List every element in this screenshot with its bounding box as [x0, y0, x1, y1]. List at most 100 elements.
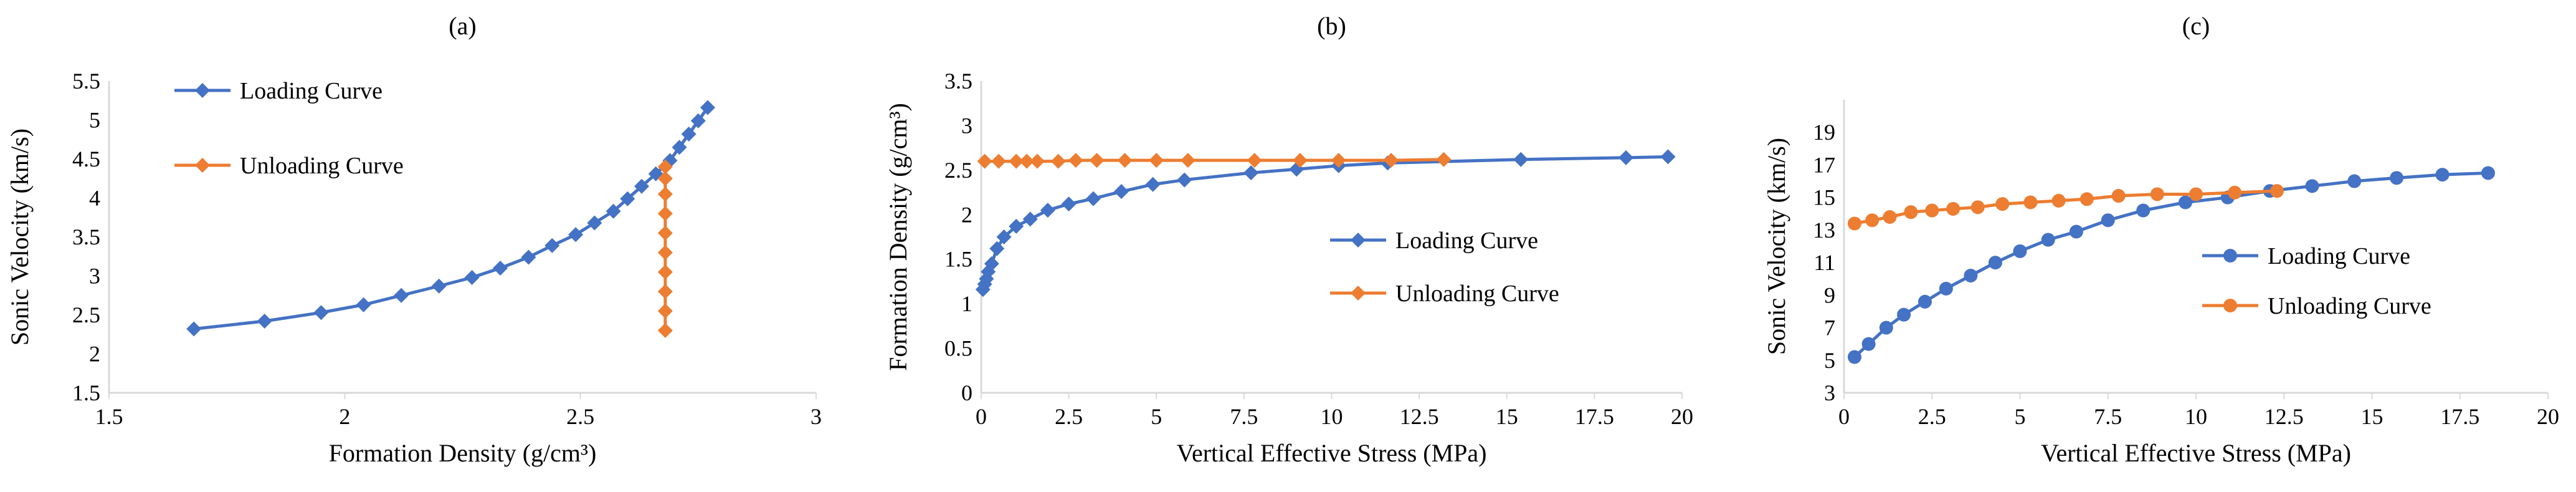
- data-point: [1865, 213, 1880, 228]
- data-point: [657, 323, 673, 338]
- data-point: [2013, 244, 2027, 258]
- legend: Loading Curve Unloading Curve: [174, 78, 404, 179]
- data-point: [1089, 153, 1105, 168]
- x-tick-label: 2: [339, 404, 350, 429]
- chart-title: (b): [1317, 12, 1346, 40]
- legend-marker: [2223, 299, 2237, 312]
- data-point: [1879, 321, 1893, 335]
- y-tick-label: 1.5: [72, 380, 100, 405]
- legend-marker: [2223, 249, 2237, 263]
- data-point: [2150, 187, 2164, 201]
- data-point: [257, 314, 272, 329]
- data-point: [2228, 185, 2242, 200]
- y-tick-label: 9: [1824, 282, 1835, 307]
- data-point: [1019, 153, 1035, 169]
- data-point: [1149, 153, 1164, 168]
- data-point: [1292, 153, 1308, 168]
- legend-label: Unloading Curve: [2268, 293, 2431, 319]
- x-tick-label: 10: [1321, 404, 1343, 429]
- data-point: [1180, 153, 1195, 168]
- data-point: [606, 203, 621, 219]
- data-point: [1970, 200, 1985, 215]
- data-point: [1247, 153, 1262, 168]
- y-tick-label: 5: [89, 108, 100, 133]
- x-tick-label: 15: [2361, 404, 2384, 429]
- data-point: [989, 241, 1005, 256]
- data-point: [1946, 201, 1961, 216]
- data-point: [2101, 213, 2115, 228]
- data-point: [2079, 192, 2094, 206]
- data-point: [1904, 205, 1918, 219]
- data-point: [1040, 203, 1055, 218]
- data-point: [2347, 174, 2362, 188]
- y-tick-label: 3: [1824, 380, 1835, 405]
- data-point: [700, 100, 715, 115]
- x-tick-label: 0: [976, 404, 987, 429]
- y-tick-label: 3: [961, 113, 972, 138]
- legend-label: Loading Curve: [2268, 243, 2410, 269]
- series-unloading: [977, 152, 1452, 169]
- data-point: [568, 227, 584, 243]
- data-point: [657, 186, 673, 202]
- data-point: [991, 153, 1007, 169]
- y-tick-label: 5: [1824, 348, 1835, 373]
- x-tick-label: 12.5: [1400, 404, 1439, 429]
- y-tick-label: 3.5: [72, 224, 100, 249]
- chart-title: (c): [2182, 12, 2210, 40]
- y-tick-label: 3: [89, 264, 100, 289]
- data-point: [657, 206, 673, 221]
- data-point: [2269, 184, 2284, 198]
- y-tick-label: 15: [1813, 185, 1835, 210]
- legend-marker: [1351, 286, 1366, 301]
- data-point: [1114, 184, 1129, 200]
- x-tick-label: 17.5: [1575, 404, 1614, 429]
- data-point: [1243, 165, 1259, 181]
- x-tick-label: 0: [1838, 404, 1850, 429]
- data-point: [1436, 152, 1452, 167]
- x-axis-label: Vertical Effective Stress (MPa): [2041, 439, 2351, 467]
- data-point: [1964, 269, 1978, 282]
- data-point: [657, 225, 673, 241]
- x-tick-label: 17.5: [2440, 404, 2479, 429]
- data-point: [1939, 281, 1953, 296]
- data-point: [690, 113, 706, 128]
- x-tick-label: 5: [2015, 404, 2026, 429]
- series-unloading: [657, 159, 673, 338]
- data-point: [681, 127, 696, 142]
- y-tick-label: 2.5: [944, 158, 972, 183]
- x-tick-label: 12.5: [2265, 404, 2304, 429]
- y-axis-label: Sonic Velocity (km/s): [6, 128, 34, 345]
- legend-label: Unloading Curve: [240, 153, 404, 179]
- data-point: [1331, 153, 1346, 168]
- chart-panel-1: (a) 1.5 2 2.5 3 1.5 2 2.5 3 3.5 4 4.5 5 5.5 Formation …: [6, 12, 822, 467]
- x-tick-label: 15: [1496, 404, 1518, 429]
- y-tick-label: 1: [961, 291, 972, 316]
- legend-marker: [1351, 233, 1366, 248]
- data-point: [521, 249, 536, 265]
- chart-title: (a): [449, 12, 476, 40]
- x-tick-label: 20: [2537, 404, 2559, 429]
- x-tick-label: 1.5: [95, 404, 123, 429]
- y-tick-label: 4.5: [72, 147, 100, 171]
- data-point: [2069, 224, 2083, 239]
- data-point: [657, 159, 673, 175]
- y-tick-label: 4: [89, 186, 100, 211]
- series-line: [193, 107, 710, 330]
- y-axis-label: Formation Density (g/cm³): [884, 103, 912, 371]
- series-line: [1854, 189, 2278, 225]
- y-tick-label: 3.5: [944, 69, 972, 94]
- data-point: [2179, 195, 2193, 210]
- data-point: [2136, 203, 2151, 218]
- x-tick-label: 7.5: [1230, 404, 1258, 429]
- chart-panel-2: (b) 0 2.5 5 7.5 10 12.5 15 17.5 20 0 0.5 1 1.5 2 2.5 3 3.…: [884, 12, 1693, 467]
- data-point: [1030, 153, 1045, 169]
- y-tick-label: 17: [1813, 152, 1835, 177]
- data-point: [1847, 350, 1861, 364]
- data-point: [1513, 152, 1529, 167]
- data-point: [1861, 337, 1876, 351]
- data-point: [394, 287, 409, 303]
- data-point: [657, 264, 673, 280]
- data-point: [2189, 187, 2203, 201]
- x-tick-label: 5: [1151, 404, 1162, 429]
- data-point: [1117, 153, 1133, 168]
